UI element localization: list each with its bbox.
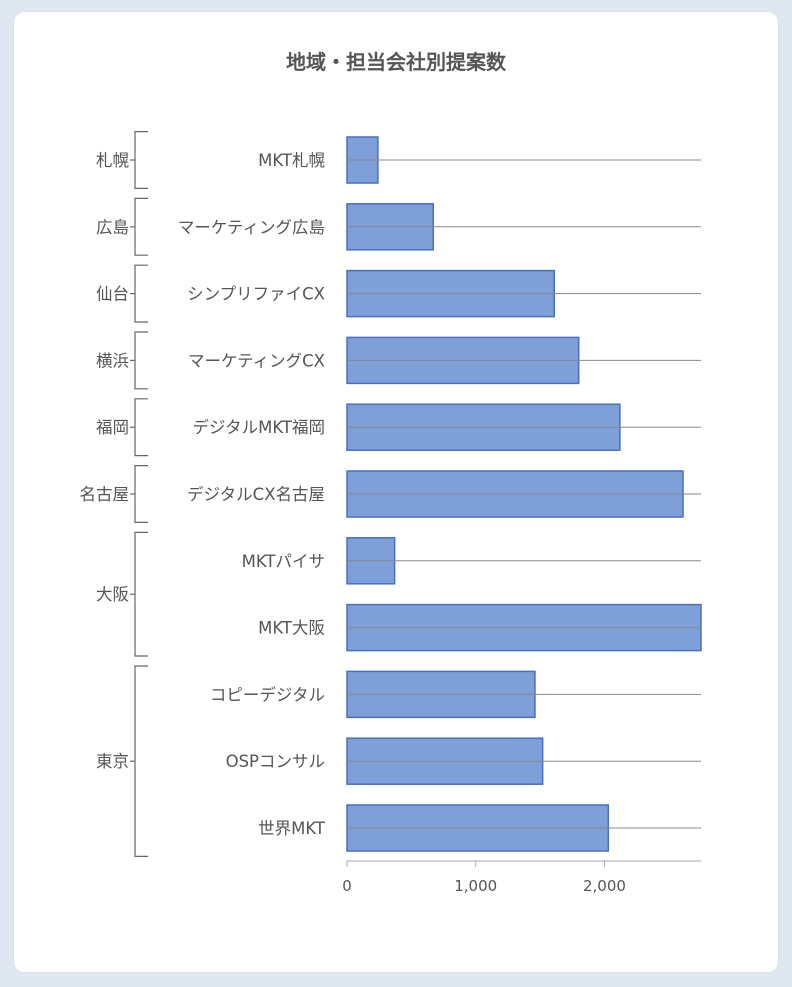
group-label: 福岡 <box>96 418 129 437</box>
category-label: マーケティング広島 <box>178 218 325 237</box>
group-bracket <box>134 665 148 857</box>
group-bracket <box>134 331 148 390</box>
group-label: 札幌 <box>96 151 130 170</box>
category-label: コピーデジタル <box>210 684 325 704</box>
category-label: OSPコンサル <box>226 752 325 771</box>
group-bracket <box>134 465 148 523</box>
group-label: 広島 <box>96 218 129 237</box>
category-label: MKT札幌 <box>258 151 325 170</box>
group-bracket <box>134 398 148 457</box>
x-tick-label: 1,000 <box>454 877 497 895</box>
group-bracket <box>134 531 148 657</box>
category-label: MKT大阪 <box>258 619 325 638</box>
x-tick-label: 0 <box>342 877 352 895</box>
group-label: 横浜 <box>96 351 129 370</box>
group-label: 大阪 <box>96 585 129 604</box>
x-tick-label: 2,000 <box>583 877 626 895</box>
group-label: 名古屋 <box>80 485 130 504</box>
category-label: デジタルMKT福岡 <box>192 417 325 437</box>
category-label: デジタルCX名古屋 <box>187 484 325 504</box>
chart-title: 地域・担当会社別提案数 <box>286 50 506 74</box>
category-label: 世界MKT <box>258 819 326 838</box>
chart-card: 地域・担当会社別提案数 MKT札幌マーケティング広島シンプリファイCX マーケティ… <box>14 12 778 972</box>
category-label: MKTパイサ <box>242 552 325 571</box>
group-label: 仙台 <box>96 285 129 304</box>
group-bracket <box>134 131 148 189</box>
category-label: マーケティングCX <box>188 351 325 370</box>
group-bracket <box>134 264 148 323</box>
group-label: 東京 <box>96 752 129 771</box>
category-label: シンプリファイCX <box>187 285 325 304</box>
group-bracket <box>134 197 148 256</box>
